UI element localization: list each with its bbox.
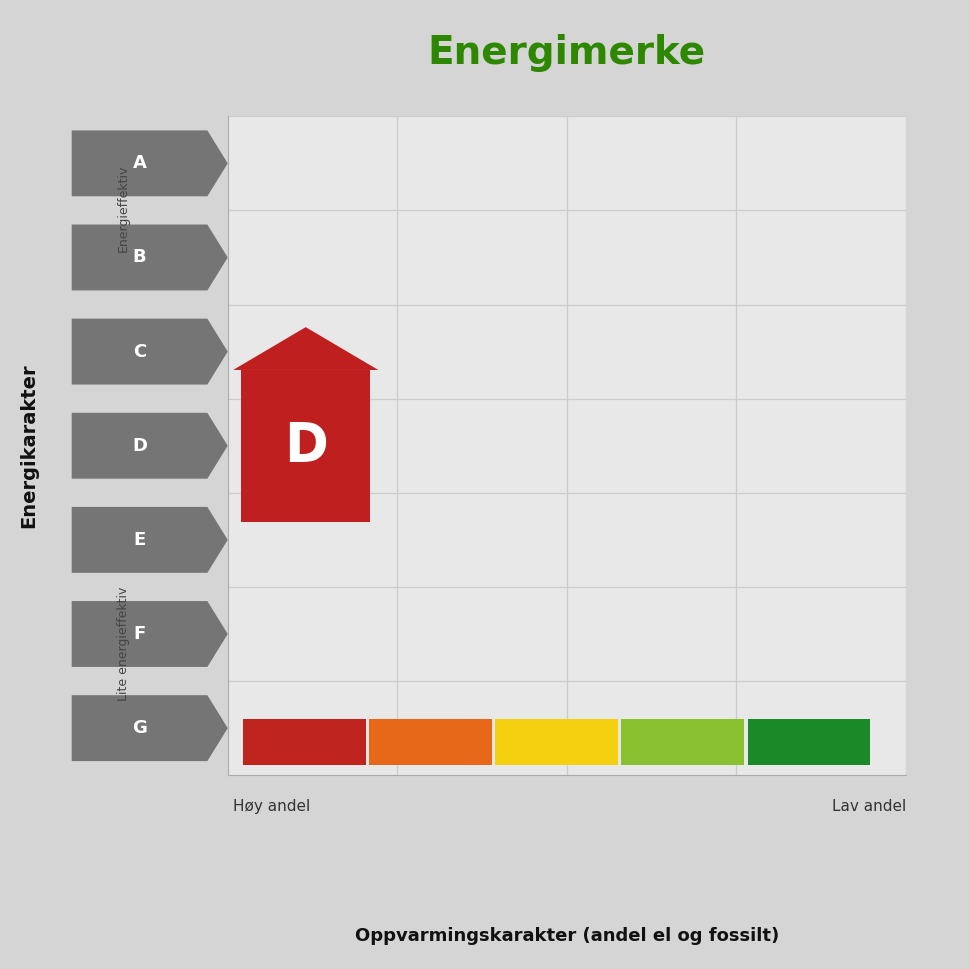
Text: Lite energieffektiv: Lite energieffektiv <box>116 586 130 701</box>
Text: E: E <box>134 531 145 548</box>
Bar <box>495 719 618 766</box>
Bar <box>369 719 492 766</box>
Polygon shape <box>72 131 228 197</box>
Text: D: D <box>132 437 147 454</box>
Polygon shape <box>72 319 228 385</box>
Text: F: F <box>134 625 145 643</box>
Bar <box>748 719 870 766</box>
Polygon shape <box>72 601 228 667</box>
Polygon shape <box>72 507 228 573</box>
Polygon shape <box>72 695 228 761</box>
Bar <box>243 719 365 766</box>
Polygon shape <box>241 370 370 521</box>
Text: Energimerke: Energimerke <box>427 34 706 72</box>
Text: Lav andel: Lav andel <box>831 799 906 814</box>
Text: D: D <box>284 420 328 472</box>
Text: B: B <box>133 248 146 266</box>
Text: Energikarakter: Energikarakter <box>19 363 39 528</box>
Polygon shape <box>72 225 228 291</box>
Bar <box>621 719 744 766</box>
Text: A: A <box>133 154 146 172</box>
Text: Høy andel: Høy andel <box>233 799 310 814</box>
Text: Oppvarmingskarakter (andel el og fossilt): Oppvarmingskarakter (andel el og fossilt… <box>355 926 779 945</box>
Polygon shape <box>72 413 228 479</box>
Polygon shape <box>234 328 378 370</box>
Text: C: C <box>133 343 146 360</box>
Text: Energieffektiv: Energieffektiv <box>116 165 130 252</box>
Text: G: G <box>132 719 147 737</box>
